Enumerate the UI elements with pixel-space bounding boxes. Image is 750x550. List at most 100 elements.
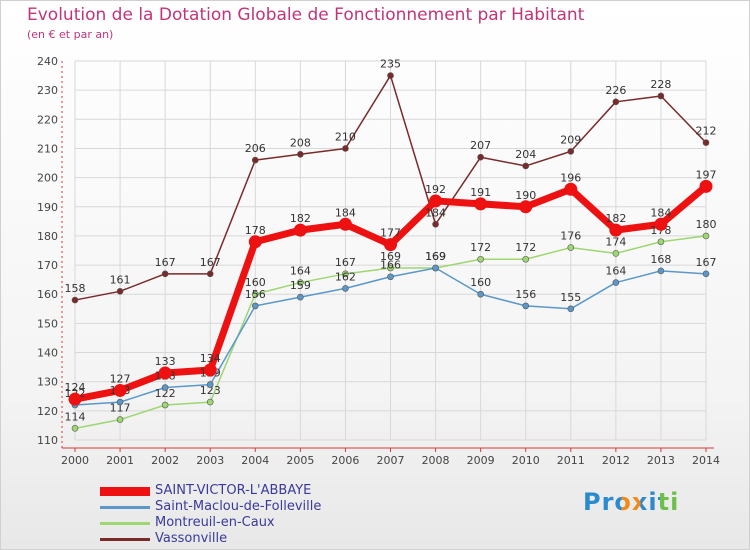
x-tick-label: 2013 [647,454,675,467]
data-label: 177 [380,227,401,240]
data-point [609,223,623,237]
data-point [567,244,575,251]
data-point [612,279,620,286]
data-point [342,270,349,278]
x-tick-label: 2008 [422,454,450,467]
y-tick-label: 160 [37,288,58,301]
legend-label: Montreuil-en-Caux [155,515,275,530]
data-point [251,302,259,310]
data-label: 167 [200,256,221,269]
data-point [206,381,214,388]
proxiti-logo: Proxiti [583,488,679,516]
data-label: 207 [470,139,491,152]
data-label: 160 [245,276,266,289]
data-label: 208 [290,136,311,149]
data-label: 114 [65,410,86,423]
data-point [654,217,668,231]
data-label: 228 [650,78,671,91]
data-label: 164 [290,265,311,278]
x-tick-label: 2005 [286,454,314,467]
data-label: 167 [335,256,356,269]
x-tick-label: 2007 [377,454,405,467]
legend-label: SAINT-VICTOR-L'ABBAYE [155,483,312,498]
y-tick-label: 220 [37,113,58,126]
data-label: 133 [155,355,176,368]
data-label: 182 [605,212,626,225]
legend-swatch [100,538,150,541]
data-label: 169 [425,250,446,263]
data-label: 167 [155,256,176,269]
data-label: 204 [515,148,536,161]
data-label: 169 [425,250,446,263]
data-label: 122 [155,387,176,400]
x-tick-label: 2014 [692,454,720,467]
data-label: 206 [245,142,266,155]
data-point [297,279,304,286]
data-label: 172 [515,241,536,254]
data-point [71,296,79,304]
data-point [657,238,665,246]
data-label: 155 [560,291,581,304]
data-label: 196 [560,171,581,184]
data-point [251,156,259,164]
data-label: 212 [696,125,717,138]
data-label: 210 [335,130,356,143]
legend-swatch [100,522,150,525]
data-label: 168 [650,253,671,266]
data-point [429,194,443,208]
x-tick-label: 2006 [331,454,359,467]
data-label: 169 [380,250,401,263]
legend-label: Vassonville [155,531,228,546]
data-point [699,179,713,193]
x-tick-label: 2003 [196,454,224,467]
y-tick-label: 190 [37,201,58,214]
data-label: 156 [245,288,266,301]
data-point [384,238,397,252]
legend-label: Saint-Maclou-de-Folleville [155,499,322,514]
data-point [68,392,82,406]
data-point [206,398,214,406]
data-point [116,288,124,295]
data-point [161,384,169,391]
data-point [342,145,349,152]
data-label: 166 [380,259,401,272]
y-tick-label: 130 [37,376,58,389]
data-label: 176 [560,230,581,243]
data-point [297,150,304,158]
x-tick-label: 2012 [602,454,630,467]
y-tick-label: 210 [37,142,58,155]
data-point [702,270,710,278]
data-label: 172 [470,241,491,254]
data-label: 178 [245,224,266,237]
y-tick-label: 240 [37,55,58,68]
data-point [522,255,530,263]
data-point [612,250,620,257]
y-tick-label: 120 [37,405,58,418]
data-point [432,264,439,272]
x-tick-label: 2011 [557,454,585,467]
data-label: 124 [65,381,86,394]
data-label: 180 [696,218,717,231]
data-label: 197 [696,168,717,181]
data-point [387,264,394,272]
data-label: 161 [110,273,131,286]
y-tick-label: 150 [37,317,58,330]
y-tick-label: 230 [37,84,58,97]
logo-text: Proxiti [583,488,680,516]
y-tick-label: 180 [37,230,58,243]
data-label: 235 [380,58,401,71]
y-tick-label: 110 [37,434,58,447]
data-label: 158 [65,282,86,295]
data-point [564,182,578,196]
data-point [567,305,575,313]
data-point [161,401,169,409]
data-label: 160 [470,276,491,289]
data-label: 164 [605,265,626,278]
chart-subtitle: (en € et par an) [27,28,114,41]
x-tick-label: 2002 [151,454,179,467]
legend-swatch [100,487,150,496]
x-tick-label: 2001 [106,454,134,467]
y-tick-label: 140 [37,347,58,360]
data-point [522,302,530,310]
x-tick-label: 2010 [512,454,540,467]
